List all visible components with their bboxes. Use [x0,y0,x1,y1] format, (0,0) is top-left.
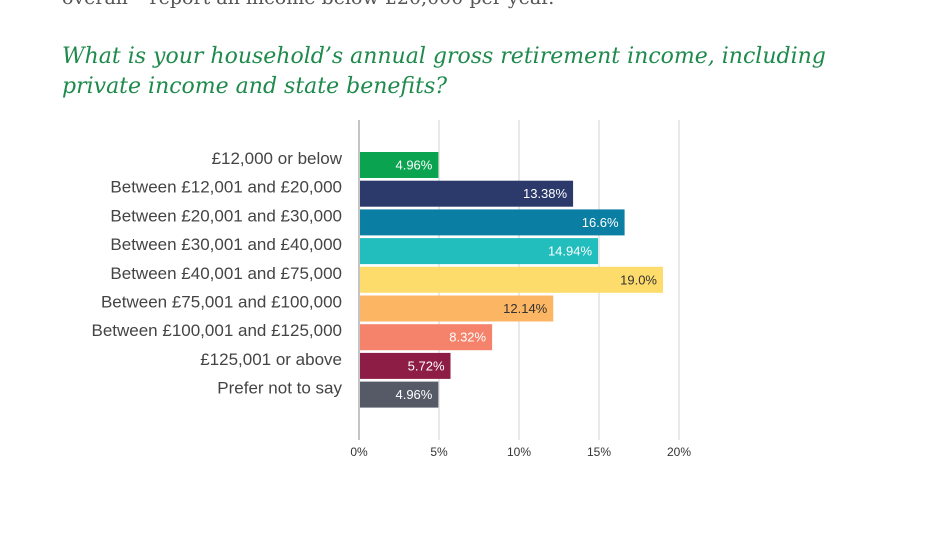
bar [360,266,663,293]
category-label: Between £30,001 and £40,000 [110,235,342,254]
x-tick-label: 10% [507,445,531,459]
category-label: Between £20,001 and £30,000 [110,206,342,225]
bar [360,152,439,178]
x-tick-label: 15% [587,445,611,459]
bar-value-label: 5.72% [408,358,445,373]
survey-question: What is your household’s annual gross re… [62,44,826,99]
bar [360,295,554,322]
bar-value-label: 12.14% [503,301,548,316]
x-tick-label: 20% [667,445,691,459]
category-label: Prefer not to say [217,379,342,398]
x-tick-label: 5% [430,445,448,459]
bar-value-label: 4.96% [395,158,432,173]
category-label: Between £75,001 and £100,000 [101,293,342,312]
bar-value-label: 13.38% [523,186,568,201]
category-label: £125,001 or above [200,350,342,369]
bar-value-label: 19.0% [620,272,657,287]
category-label: £12,000 or below [212,149,343,168]
bar [360,324,493,351]
category-label: Between £40,001 and £75,000 [110,264,342,283]
bar-value-label: 16.6% [582,215,619,230]
bar [360,209,625,236]
bar-value-label: 8.32% [449,330,486,345]
category-label: Between £12,001 and £20,000 [110,178,342,197]
bar [360,238,599,265]
bar [360,381,439,408]
intro-text-fragment: overall – report an income below £20,000… [62,0,554,9]
x-tick-label: 0% [350,445,368,459]
category-label: Between £100,001 and £125,000 [91,321,342,340]
bar-value-label: 4.96% [395,387,432,402]
bar [360,180,574,207]
bar-value-label: 14.94% [548,244,593,259]
bar [360,352,451,379]
